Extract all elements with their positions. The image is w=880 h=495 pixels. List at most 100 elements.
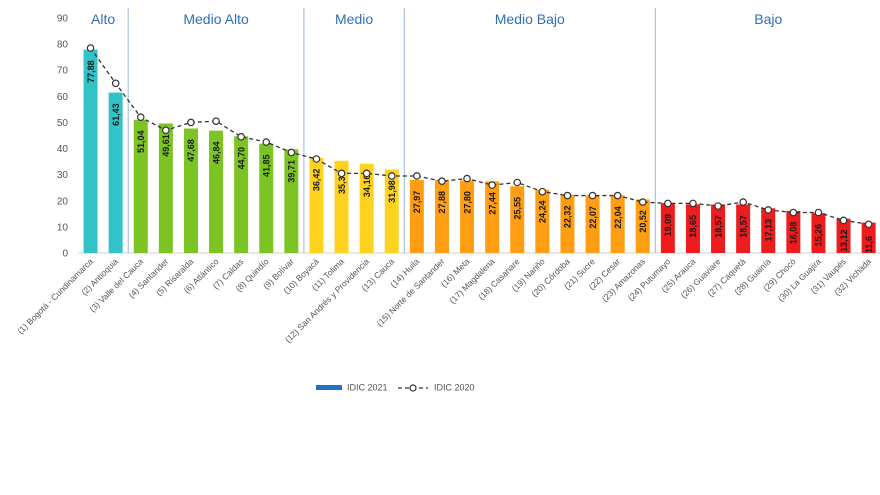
bar (836, 218, 851, 253)
line-series-idic-2020 (90, 47, 869, 225)
bar-value-label: 27,80 (462, 191, 472, 214)
bar (460, 180, 475, 253)
line-point (638, 198, 647, 206)
group-label: Bajo (754, 11, 782, 27)
bar (434, 180, 449, 253)
bar (183, 128, 198, 253)
line-point (538, 187, 547, 196)
bar-value-label: 18,57 (738, 215, 748, 238)
bar-value-label: 22,07 (588, 206, 598, 229)
bar (409, 179, 424, 253)
bar-value-label: 22,32 (563, 205, 573, 228)
bar (234, 136, 249, 253)
y-tick-label: 70 (57, 66, 69, 77)
line-point (212, 117, 220, 125)
legend-label-idic-2020: IDIC 2020 (434, 383, 475, 393)
line-point (764, 206, 773, 214)
line-point (714, 202, 722, 210)
group-label: Alto (91, 11, 115, 27)
bar-value-label: 47,68 (186, 139, 196, 162)
line-point (287, 148, 296, 157)
bar (259, 143, 274, 253)
bar (158, 123, 173, 254)
bar-value-label: 46,84 (211, 141, 221, 164)
bar (510, 186, 525, 253)
bar-value-label: 24,24 (538, 200, 548, 223)
bar (535, 189, 550, 253)
line-point (664, 199, 672, 208)
line-point (312, 155, 321, 163)
group-label: Medio Bajo (495, 11, 565, 27)
bar (334, 160, 349, 253)
line-point (789, 208, 798, 217)
bar-value-label: 25,55 (512, 197, 522, 220)
bar-value-label: 16,08 (789, 222, 799, 245)
bar-value-label: 51,04 (136, 130, 146, 153)
line-point (463, 174, 471, 183)
line-point (111, 79, 120, 88)
line-point (86, 44, 95, 52)
bar-value-label: 15,26 (814, 224, 824, 247)
bar (635, 199, 650, 253)
line-point (387, 172, 396, 180)
line-point (588, 191, 597, 200)
line-point (362, 169, 371, 178)
bar (560, 194, 575, 253)
bar-value-label: 13,12 (839, 229, 849, 252)
bar-value-label: 18,57 (713, 215, 723, 238)
legend-label-idic-2021: IDIC 2021 (347, 383, 388, 393)
bar-value-label: 44,70 (236, 147, 246, 170)
line-point (136, 113, 145, 122)
line-point (187, 118, 195, 127)
y-tick-label: 0 (62, 249, 68, 260)
bar (811, 213, 826, 253)
line-point (513, 178, 522, 187)
bar-value-label: 77,88 (86, 60, 96, 83)
line-point (162, 126, 170, 135)
group-label: Medio (335, 11, 373, 27)
bar-value-label: 19,09 (663, 214, 673, 237)
y-tick-label: 60 (57, 92, 69, 103)
bar-value-label: 49,61 (161, 134, 171, 157)
y-tick-label: 90 (57, 14, 69, 25)
bar-value-label: 27,44 (487, 192, 497, 215)
bar-value-label: 22,04 (613, 206, 623, 229)
bar-value-label: 36,42 (312, 169, 322, 192)
line-point (237, 133, 245, 141)
y-tick-label: 20 (57, 196, 69, 207)
bar (284, 149, 299, 253)
bar (861, 222, 876, 253)
y-tick-label: 30 (57, 170, 69, 181)
y-tick-label: 40 (57, 144, 69, 155)
bar-value-label: 35,33 (337, 171, 347, 194)
bar (660, 203, 675, 253)
bar (610, 195, 625, 253)
bar (761, 208, 776, 253)
line-point (613, 191, 622, 200)
legend-marker-idic-2020 (409, 384, 417, 392)
bar-value-label: 61,43 (111, 103, 121, 126)
bar (384, 169, 399, 253)
bar-value-label: 20,52 (638, 210, 648, 233)
y-tick-label: 50 (57, 118, 69, 129)
bar-value-label: 34,16 (362, 175, 372, 198)
line-point (864, 220, 873, 229)
bar (685, 204, 700, 253)
bar-value-label: 11,6 (864, 236, 874, 253)
y-tick-label: 10 (57, 222, 69, 233)
bar-value-label: 39,71 (287, 160, 297, 183)
bar (485, 181, 500, 253)
line-point (262, 138, 271, 146)
line-point (488, 181, 496, 189)
legend-swatch-idic-2021 (316, 385, 342, 390)
bar (736, 204, 751, 253)
bar (359, 163, 374, 253)
bar-value-label: 27,88 (437, 191, 447, 214)
bar (108, 92, 123, 253)
group-label: Medio Alto (183, 11, 249, 27)
line-point (689, 199, 697, 208)
x-category-label: (1) Bogotá - Cundinamarca (15, 256, 95, 336)
bar (309, 157, 324, 253)
bar (83, 49, 98, 253)
